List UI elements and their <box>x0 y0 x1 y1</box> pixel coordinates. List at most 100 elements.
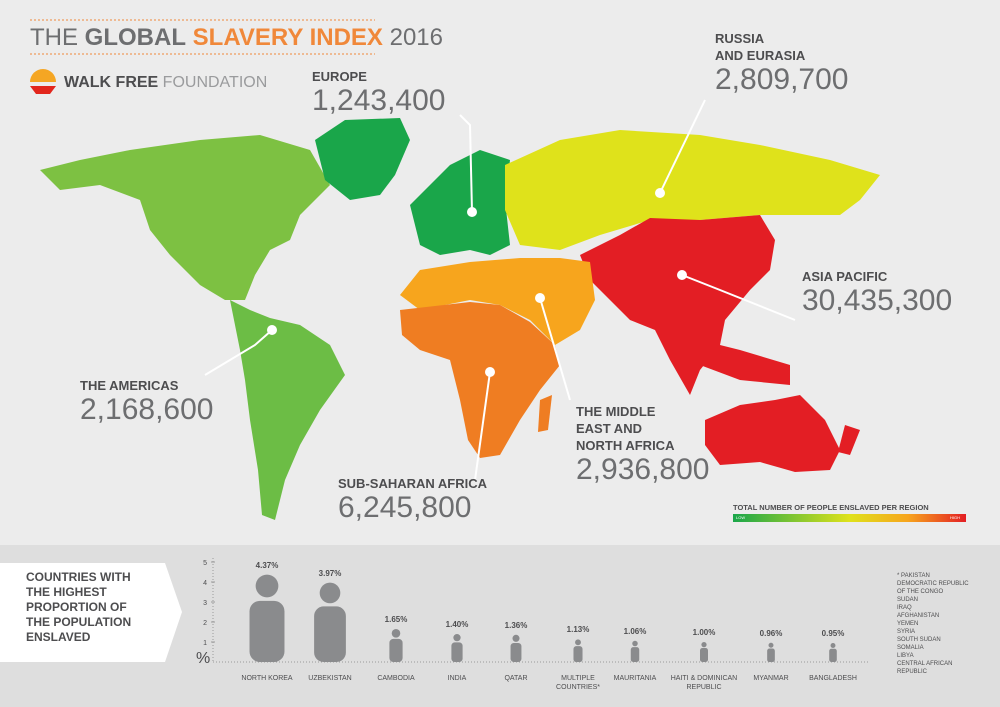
callout-dots <box>267 188 687 377</box>
value-label: 0.95% <box>821 629 845 638</box>
x-tick-label: NORTH KOREA <box>241 675 293 682</box>
new-zealand <box>838 425 860 455</box>
russia-eurasia <box>505 130 880 250</box>
person-head <box>391 629 401 638</box>
x-tick-label: HAITI & DOMINICAN REPUBLIC <box>670 675 738 691</box>
title-part: GLOBAL <box>84 24 186 51</box>
y-tick-label: 5 <box>203 560 207 567</box>
americas-south <box>230 300 345 520</box>
logo: WALK FREE FOUNDATION <box>64 74 267 92</box>
value-label: 4.37% <box>255 560 279 570</box>
person-icon <box>573 639 583 662</box>
region-label: EUROPE 1,243,400 <box>312 68 445 117</box>
person-icon <box>510 634 522 662</box>
footnote-country: PAKISTAN <box>901 573 930 579</box>
person-icon <box>451 634 463 662</box>
person-body <box>510 642 522 662</box>
region-name: THE AMERICAS <box>80 378 179 393</box>
footnote-country: SOUTH SUDAN <box>897 637 941 643</box>
region-value: 2,168,600 <box>80 393 214 426</box>
person-body <box>767 648 775 662</box>
x-tick-label: UZBEKISTAN <box>308 675 352 682</box>
y-tick-label: 3 <box>203 600 207 607</box>
footnote-marker: * <box>897 573 900 579</box>
footnote-country: SYRIA <box>897 629 916 635</box>
southeast-asia <box>700 340 790 385</box>
region-label: THE AMERICAS 2,168,600 <box>80 377 213 426</box>
x-tick-label: MULTIPLE COUNTRIES* <box>556 675 600 691</box>
world-map <box>40 118 880 520</box>
sub-saharan-africa <box>400 302 560 458</box>
legend-gradient <box>733 514 966 522</box>
americas-north <box>40 135 330 300</box>
region-label: SUB-SAHARAN AFRICA 6,245,800 <box>338 475 487 524</box>
region-label: RUSSIA AND EURASIA 2,809,700 <box>715 30 848 96</box>
person-body <box>573 646 583 662</box>
person-body <box>829 648 837 662</box>
person-icon <box>630 640 640 662</box>
region-name: EUROPE <box>312 69 367 84</box>
footnote-country: DEMOCRATIC REPUBLIC OF THE CONGO <box>897 581 969 595</box>
title-part: SLAVERY INDEX <box>192 24 383 51</box>
logo-part: FOUNDATION <box>162 74 268 91</box>
x-tick-label: QATAR <box>504 675 528 682</box>
person-icon <box>767 642 775 662</box>
region-name: RUSSIA <box>715 31 765 46</box>
person-icon <box>314 582 346 662</box>
person-head <box>512 634 520 642</box>
person-body <box>700 648 708 662</box>
value-label: 1.40% <box>445 620 469 629</box>
region-value: 1,243,400 <box>312 84 446 117</box>
region-label: ASIA PACIFIC 30,435,300 <box>802 268 952 317</box>
region-name: AND EURASIA <box>715 48 806 63</box>
region-name: ASIA PACIFIC <box>802 269 888 284</box>
person-head <box>255 574 279 598</box>
madagascar <box>538 395 552 432</box>
person-body <box>314 606 346 662</box>
person-head <box>319 582 341 604</box>
value-label: 1.13% <box>566 625 590 635</box>
footnote-country: IRAQ <box>897 605 912 611</box>
region-name: SUB-SAHARAN AFRICA <box>338 476 488 491</box>
footnote-country: YEMEN <box>897 621 919 627</box>
title: THE GLOBAL SLAVERY INDEX 2016 <box>30 24 443 52</box>
region-value: 2,936,800 <box>576 453 710 486</box>
greenland <box>315 118 410 200</box>
chart-title-box <box>0 563 182 662</box>
title-part: 2016 <box>389 24 443 51</box>
logo-part: WALK FREE <box>64 74 159 91</box>
region-value: 6,245,800 <box>338 491 472 524</box>
person-body <box>249 600 285 662</box>
legend-low: LOW <box>736 515 746 520</box>
person-body <box>389 638 403 662</box>
callouts <box>204 99 796 481</box>
person-body <box>630 647 640 662</box>
footnote-country: CENTRAL AFRICAN REPUBLIC <box>897 661 953 675</box>
footnote-country: LIBYA <box>897 653 914 659</box>
value-label: 1.65% <box>384 615 408 624</box>
value-label: 1.00% <box>692 628 716 637</box>
region-name: EAST AND <box>576 421 642 436</box>
legend-high: HIGH <box>950 515 960 520</box>
footnote-list: * PAKISTAN DEMOCRATIC REPUBLIC OF THE CON… <box>897 572 977 676</box>
x-tick-label: BANGLADESH <box>809 675 857 682</box>
person-head <box>575 639 581 646</box>
australia <box>705 395 840 472</box>
person-head <box>632 640 638 647</box>
footnote-country: AFGHANISTAN <box>897 613 940 619</box>
person-head <box>701 642 707 648</box>
title-part: THE <box>30 24 78 51</box>
person-head <box>453 634 461 642</box>
person-icon <box>700 642 708 662</box>
person-head <box>768 642 774 648</box>
legend-title: TOTAL NUMBER OF PEOPLE ENSLAVED PER REGI… <box>733 503 929 512</box>
region-label: THE MIDDLE EAST AND NORTH AFRICA 2,936,800 <box>576 403 709 486</box>
region-value: 30,435,300 <box>802 284 953 317</box>
person-body <box>451 642 463 662</box>
person-icon <box>389 629 403 662</box>
region-name: THE MIDDLE <box>576 404 656 419</box>
x-tick-label: MAURITANIA <box>613 675 657 682</box>
x-tick-label: CAMBODIA <box>377 675 415 682</box>
